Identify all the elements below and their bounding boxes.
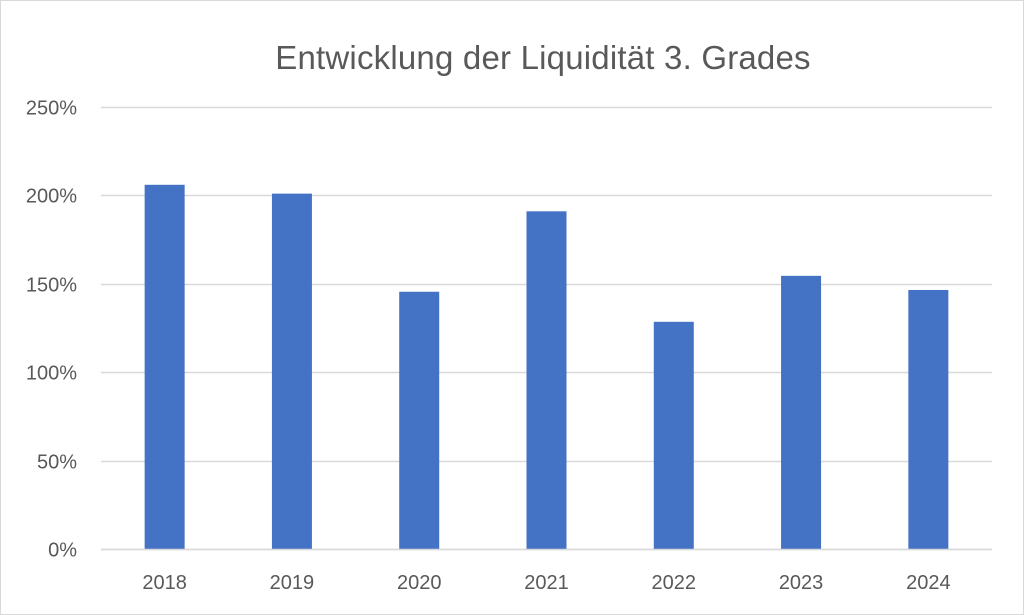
x-tick-label: 2023 [779,572,824,594]
bar [526,211,567,549]
x-tick-label: 2020 [397,572,442,594]
y-tick-label: 50% [37,452,77,474]
x-tick-label: 2019 [270,572,315,594]
y-tick-label: 250% [26,98,77,120]
y-tick-label: 100% [26,363,77,385]
bar [908,289,949,549]
bar [781,275,822,549]
y-tick-label: 150% [26,275,77,297]
bar [144,184,185,550]
y-tick-label: 0% [48,540,77,562]
bar [271,193,312,549]
chart-title: Entwicklung der Liquidität 3. Grades [275,39,811,76]
x-tick-label: 2024 [906,572,951,594]
y-tick-label: 200% [26,186,77,208]
x-tick-label: 2021 [524,572,569,594]
x-tick-label: 2022 [652,572,697,594]
x-tick-label: 2018 [142,572,187,594]
bar [653,321,694,549]
bar [399,291,440,549]
